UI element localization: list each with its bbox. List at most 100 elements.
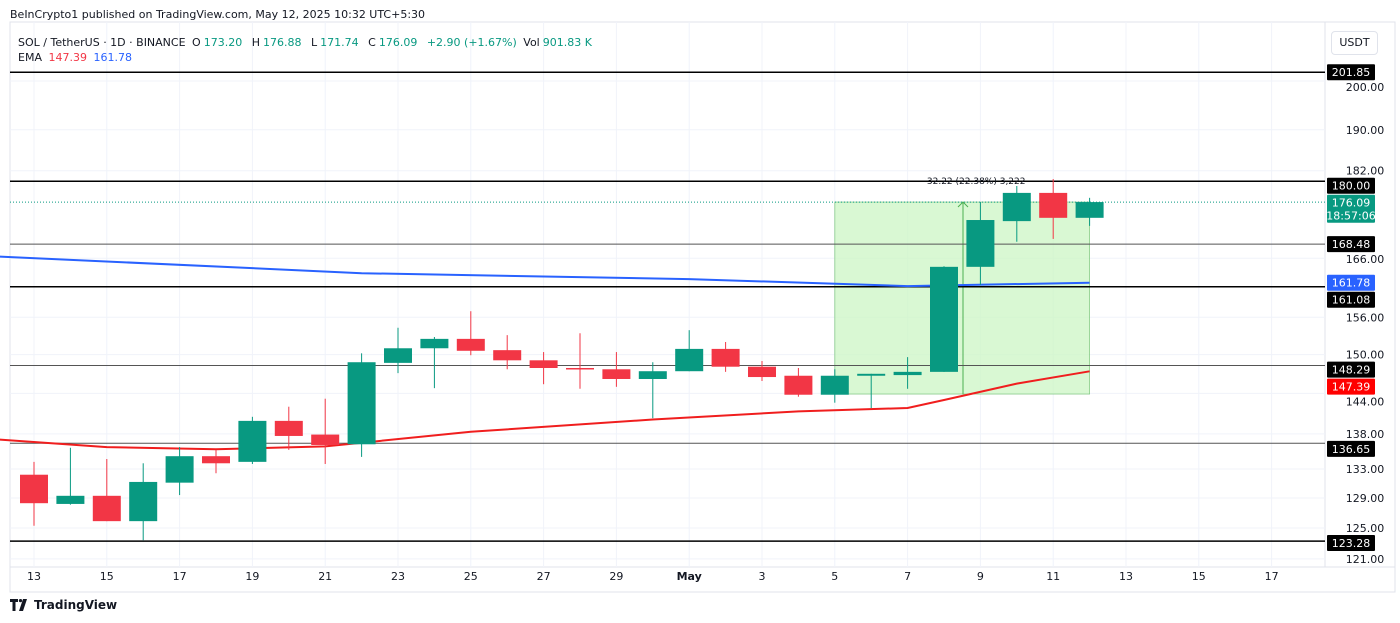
candle-down (784, 375, 813, 395)
level-price-label-bg (1327, 440, 1375, 457)
y-tick-label: 156.00 (1346, 311, 1385, 324)
ema-row: EMA 147.39 161.78 (18, 50, 598, 65)
open-label: O (192, 36, 201, 49)
candle-up (1002, 192, 1031, 222)
level-price-label-bg (1327, 64, 1375, 81)
candle-up (893, 371, 922, 376)
x-tick-label: 13 (27, 570, 41, 583)
y-tick-label: 138.00 (1346, 428, 1385, 441)
candle-up (638, 371, 667, 379)
x-tick-label: 21 (318, 570, 332, 583)
volume-value: 901.83 K (542, 36, 592, 49)
low-value: 171.74 (320, 36, 359, 49)
tradingview-logo-icon (10, 599, 27, 611)
candle-up (347, 362, 376, 445)
x-tick-label: 7 (904, 570, 911, 583)
x-tick-label: 13 (1119, 570, 1133, 583)
x-tick-label: 17 (173, 570, 187, 583)
measure-label: 32.22 (22.38%) 3,222 (927, 177, 1026, 187)
x-tick-label: 19 (245, 570, 259, 583)
low-label: L (311, 36, 318, 49)
ema-slow-price-label-bg (1327, 378, 1375, 395)
candle-up (675, 348, 704, 372)
y-tick-label: 182.00 (1346, 165, 1385, 178)
x-tick-label: 15 (100, 570, 114, 583)
x-tick-label: 9 (977, 570, 984, 583)
level-price-label-bg (1327, 236, 1375, 253)
x-tick-label: 5 (831, 570, 838, 583)
ema-label[interactable]: EMA (18, 51, 42, 64)
change-value: +2.90 (+1.67%) (426, 36, 517, 49)
ema-fast-line (0, 255, 1090, 288)
x-tick-label: 15 (1192, 570, 1206, 583)
candle-down (602, 369, 631, 379)
ema-fast-value: 161.78 (93, 51, 132, 64)
candle-up (820, 375, 849, 395)
open-value: 173.20 (203, 36, 243, 49)
candle-up (857, 373, 886, 376)
last-price-label-bg (1327, 194, 1375, 223)
candle-up (129, 481, 158, 522)
level-price-label-bg (1327, 361, 1375, 378)
candle-down (311, 434, 340, 445)
y-tick-label: 144.00 (1346, 396, 1385, 409)
level-price-label: 201.85 (1332, 66, 1371, 79)
candle-down (493, 350, 522, 361)
x-tick-label: 3 (759, 570, 766, 583)
candle-down (20, 474, 48, 504)
high-value: 176.88 (263, 36, 302, 49)
currency-button[interactable]: USDT (1331, 31, 1378, 55)
y-tick-label: 121.00 (1346, 553, 1385, 566)
level-price-label: 136.65 (1332, 443, 1371, 456)
publisher-line: BeInCrypto1 published on TradingView.com… (10, 8, 426, 21)
candle-down (274, 420, 303, 436)
candle-down (202, 456, 230, 464)
candle-up (384, 348, 412, 363)
candle-up (930, 266, 958, 372)
y-tick-label: 166.00 (1346, 253, 1385, 266)
y-tick-label: 190.00 (1346, 124, 1385, 137)
tradingview-logo[interactable]: TradingView (10, 598, 117, 612)
close-label: C (368, 36, 376, 49)
level-price-label: 123.28 (1332, 537, 1371, 550)
level-price-label-bg (1327, 291, 1375, 308)
candle-up (165, 456, 194, 483)
x-tick-label: May (677, 570, 702, 583)
high-label: H (251, 36, 260, 49)
y-tick-label: 133.00 (1346, 463, 1385, 476)
candle-down (748, 366, 776, 378)
x-tick-label: 29 (609, 570, 623, 583)
symbol-title[interactable]: SOL / TetherUS · 1D · BINANCE (18, 36, 186, 49)
candle-up (238, 420, 267, 462)
measure-arrow-head-icon (957, 201, 969, 208)
level-price-label: 161.08 (1332, 294, 1371, 307)
level-price-label: 168.48 (1332, 238, 1371, 251)
candle-up (420, 338, 449, 349)
countdown-label: 18:57:06 (1326, 210, 1375, 223)
candle-down (529, 360, 558, 368)
chart-frame (9, 21, 1396, 593)
volume-label: Vol (523, 36, 540, 49)
ema-fast-price-label: 161.78 (1332, 277, 1371, 290)
x-tick-label: 27 (537, 570, 551, 583)
candle-down (92, 495, 121, 522)
candle-down (1039, 192, 1068, 218)
candle-down (711, 348, 740, 367)
x-tick-label: 11 (1046, 570, 1060, 583)
candle-down (456, 338, 485, 351)
ema-fast-price-label-bg (1327, 274, 1375, 291)
x-tick-label: 25 (464, 570, 478, 583)
ema-slow-price-label: 147.39 (1332, 381, 1371, 394)
candle-up (966, 220, 995, 267)
level-price-label: 148.29 (1332, 364, 1371, 377)
x-tick-label: 17 (1265, 570, 1279, 583)
tradingview-logo-text: TradingView (34, 598, 118, 612)
y-tick-label: 125.00 (1346, 522, 1385, 535)
level-price-label: 180.00 (1332, 180, 1371, 193)
last-price-label: 176.09 (1332, 197, 1371, 210)
x-tick-label: 23 (391, 570, 405, 583)
level-price-label-bg (1327, 534, 1375, 551)
